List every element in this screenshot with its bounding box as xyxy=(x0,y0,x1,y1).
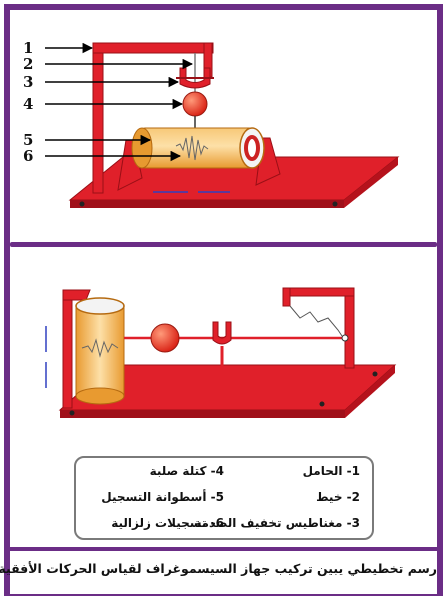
boom-hinge xyxy=(341,334,349,342)
legend-item-5: 5- أسطوانة التسجيل xyxy=(101,490,224,504)
platform-screw xyxy=(319,401,325,407)
legend-item-2: 2- خيط xyxy=(316,490,360,504)
legend-box: 1- الحامل 2- خيط 3- مغناطيس تخفيف الصدمة… xyxy=(74,456,374,540)
support-stand-arm xyxy=(282,287,355,297)
panel-divider xyxy=(10,242,437,247)
label-number-1: 1 xyxy=(23,39,33,57)
vertical-seismograph-diagram: 1 2 3 4 5 6 xyxy=(23,39,400,208)
label-number-2: 2 xyxy=(23,55,33,73)
drum-frame-post xyxy=(62,289,73,409)
figure-caption: رسم تخطيطي يبين تركيب جهاز السيسموغراف ل… xyxy=(0,561,437,576)
base-platform-side xyxy=(345,365,395,418)
recording-drum-bottom-end xyxy=(75,387,125,405)
damping-magnet xyxy=(179,67,211,89)
seismic-trace xyxy=(81,338,119,358)
support-stand-post xyxy=(344,287,355,369)
solid-mass xyxy=(150,323,180,353)
legend-item-4: 4- كتلة صلبة xyxy=(149,464,224,478)
legend-item-1: 1- الحامل xyxy=(302,464,360,478)
support-stand-post xyxy=(92,42,104,194)
seismic-trace xyxy=(175,135,209,161)
label-number-4: 4 xyxy=(23,95,33,113)
label-number-3: 3 xyxy=(23,73,33,91)
caption-bar: رسم تخطيطي يبين تركيب جهاز السيسموغراف ل… xyxy=(0,547,437,594)
recording-drum-top-end xyxy=(75,297,125,315)
base-platform-side xyxy=(344,157,398,208)
drum-axle xyxy=(244,135,260,161)
base-platform-edge xyxy=(60,410,345,418)
label-number-6: 6 xyxy=(23,147,33,165)
support-stand-hook xyxy=(282,287,291,307)
thread xyxy=(289,305,343,337)
label-number-5: 5 xyxy=(23,131,33,149)
support-stand-arm xyxy=(92,42,214,54)
base-platform-edge xyxy=(70,200,344,208)
recording-drum-left-end xyxy=(131,127,153,169)
platform-screw xyxy=(372,371,378,377)
platform-screw xyxy=(332,201,338,207)
legend-item-3: 3- مغناطيس تخفيف الصدمة xyxy=(194,516,360,530)
platform-screw xyxy=(69,410,75,416)
drum-frame-top xyxy=(62,289,91,301)
damping-magnet xyxy=(212,321,232,345)
recording-drum xyxy=(75,305,125,397)
horizontal-seismograph-diagram xyxy=(45,287,397,418)
legend-item-6: 6- تسجيلات زلزالية xyxy=(111,516,224,530)
solid-mass xyxy=(182,91,208,117)
platform-screw xyxy=(79,201,85,207)
